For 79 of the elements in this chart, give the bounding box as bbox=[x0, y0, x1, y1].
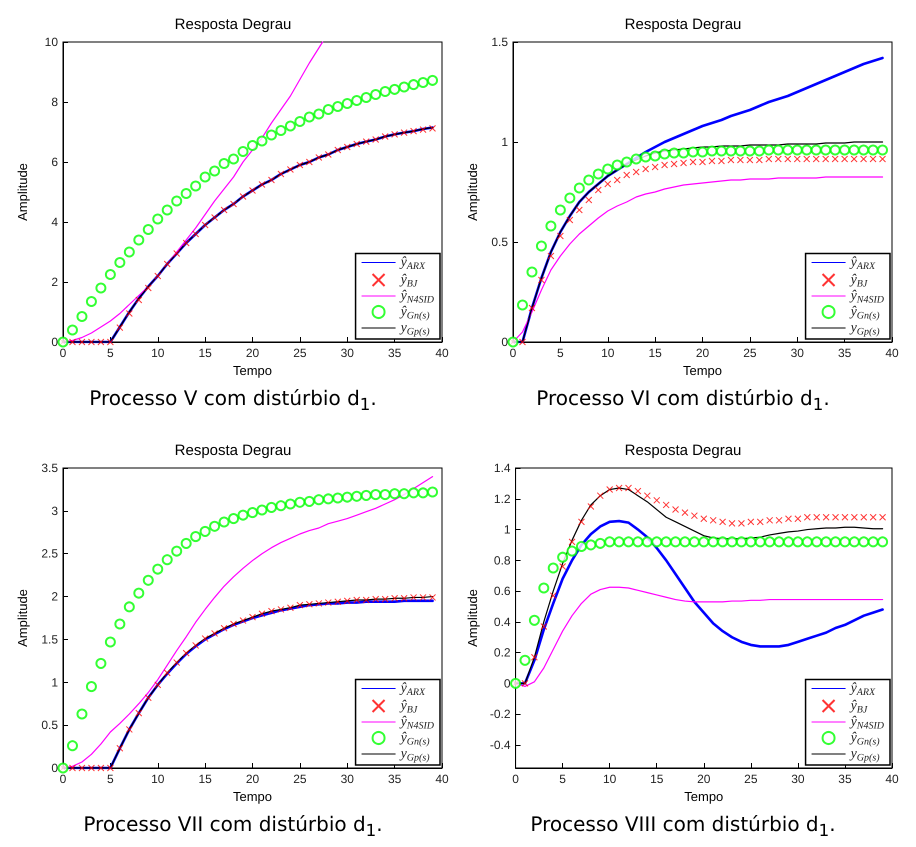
x-tick-label: 0 bbox=[512, 772, 520, 786]
x-tick-label: 20 bbox=[697, 772, 711, 786]
y-tick-label: 0.4 bbox=[494, 614, 511, 629]
x-tick-label: 10 bbox=[603, 772, 617, 786]
y-tick-label: 0.5 bbox=[41, 718, 58, 732]
x-tick-label: 25 bbox=[743, 346, 757, 360]
y-tick-label: 0.5 bbox=[491, 235, 508, 249]
y-tick-label: 1.5 bbox=[41, 632, 58, 646]
x-tick-label: 5 bbox=[107, 346, 114, 360]
x-tick-label: 30 bbox=[340, 346, 354, 360]
x-tick-label: 15 bbox=[650, 772, 664, 786]
y-tick-label: -0.2 bbox=[490, 707, 511, 722]
x-tick-label: 20 bbox=[696, 346, 710, 360]
y-axis-title: Amplitude bbox=[15, 589, 30, 647]
x-tick-label: 15 bbox=[198, 772, 212, 786]
y-tick-label: 0 bbox=[501, 335, 508, 349]
y-axis-title: Amplitude bbox=[465, 163, 480, 221]
text: Processo VI com distúrbio d$_{1}$. bbox=[535, 386, 831, 414]
x-tick-label: 25 bbox=[744, 772, 758, 786]
x-tick-label: 30 bbox=[791, 772, 805, 786]
text: Processo V com distúrbio d$_{1}$. bbox=[88, 386, 378, 414]
x-tick-label: 10 bbox=[151, 346, 165, 360]
x-tick-label: 10 bbox=[601, 346, 615, 360]
y-tick-label: 0.6 bbox=[494, 584, 511, 598]
y-tick-label: 1 bbox=[501, 135, 508, 149]
y-tick-label: 1 bbox=[51, 675, 58, 690]
x-tick-label: 0 bbox=[60, 772, 67, 786]
y-tick-label: 1 bbox=[504, 522, 511, 537]
y-tick-label: 4 bbox=[51, 215, 58, 229]
x-tick-label: 35 bbox=[838, 346, 852, 360]
x-tick-label: 35 bbox=[388, 772, 402, 786]
text: Processo VII com distúrbio d$_{1}$. bbox=[82, 812, 384, 840]
x-tick-label: 0 bbox=[60, 346, 67, 360]
x-tick-label: 40 bbox=[435, 346, 449, 360]
y-tick-label: 6 bbox=[51, 155, 58, 169]
x-tick-label: 10 bbox=[151, 772, 165, 786]
x-tick-label: 15 bbox=[198, 346, 212, 360]
y-tick-label: 0 bbox=[51, 761, 58, 775]
x-tick-label: 30 bbox=[340, 772, 354, 786]
x-tick-label: 25 bbox=[293, 346, 307, 360]
x-tick-label: 15 bbox=[648, 346, 662, 360]
x-tick-label: 40 bbox=[435, 772, 449, 786]
y-tick-label: 8 bbox=[51, 95, 58, 109]
x-tick-label: 5 bbox=[557, 346, 564, 360]
y-tick-label: 0.2 bbox=[494, 646, 511, 660]
y-axis-title: Amplitude bbox=[15, 163, 30, 221]
y-tick-label: 2 bbox=[51, 275, 58, 289]
y-tick-label: 1.4 bbox=[494, 461, 511, 475]
x-tick-label: 5 bbox=[559, 772, 566, 786]
y-tick-label: 2.5 bbox=[41, 546, 58, 561]
text: Processo VIII com distúrbio d$_{1}$. bbox=[529, 812, 837, 840]
x-tick-label: 20 bbox=[246, 772, 260, 786]
chart-title: Resposta Degrau bbox=[624, 442, 742, 459]
x-axis-title: Tempo bbox=[232, 789, 272, 804]
x-tick-label: 40 bbox=[885, 772, 899, 786]
x-axis-title: Tempo bbox=[682, 363, 722, 378]
x-axis-title: Tempo bbox=[684, 789, 724, 804]
chart-title: Resposta Degrau bbox=[624, 16, 742, 33]
x-tick-label: 5 bbox=[107, 772, 114, 786]
x-tick-label: 20 bbox=[246, 346, 260, 360]
y-tick-label: 0 bbox=[504, 676, 511, 690]
x-tick-label: 35 bbox=[838, 772, 852, 786]
x-tick-label: 25 bbox=[293, 772, 307, 786]
x-tick-label: 30 bbox=[790, 346, 804, 360]
x-tick-label: 35 bbox=[388, 346, 402, 360]
y-tick-label: 3.5 bbox=[41, 461, 58, 475]
y-axis-title: Amplitude bbox=[465, 589, 480, 647]
y-tick-label: 1.2 bbox=[494, 492, 511, 506]
y-tick-label: 10 bbox=[44, 35, 58, 49]
chart-title: Resposta Degrau bbox=[174, 16, 292, 33]
chart-title: Resposta Degrau bbox=[174, 442, 292, 459]
y-tick-label: 1.5 bbox=[491, 35, 508, 49]
y-tick-label: 0 bbox=[51, 335, 58, 349]
x-axis-title: Tempo bbox=[232, 363, 272, 378]
y-tick-label: 2 bbox=[51, 590, 58, 604]
y-tick-label: 3 bbox=[51, 504, 58, 518]
y-tick-label: -0.4 bbox=[490, 738, 511, 752]
y-tick-label: 0.8 bbox=[494, 553, 511, 568]
x-tick-label: 40 bbox=[885, 346, 899, 360]
